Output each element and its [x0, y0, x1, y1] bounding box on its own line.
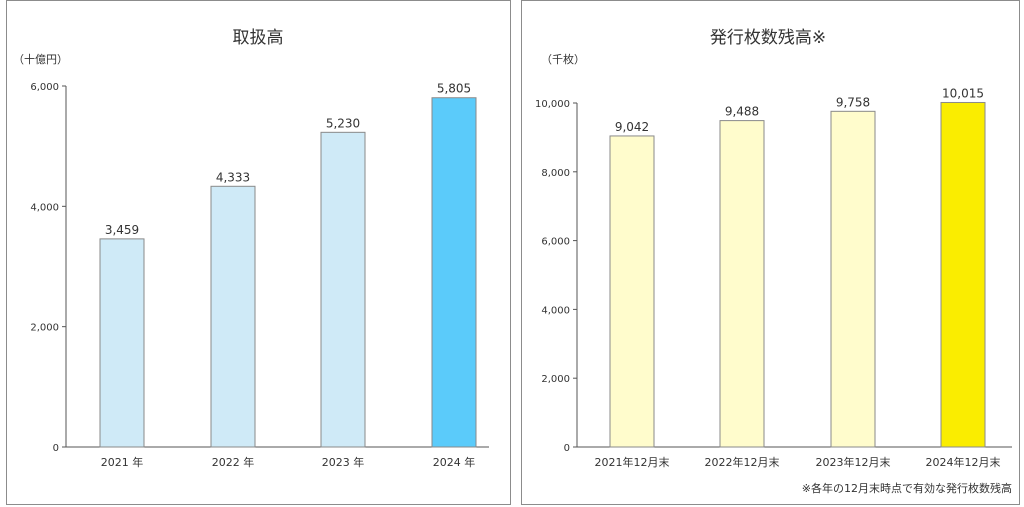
x-tick-label: 2024 年 [433, 455, 476, 469]
bar-value-label: 4,333 [216, 170, 250, 184]
x-tick-label: 2022 年 [212, 455, 255, 469]
y-tick-label: 6,000 [30, 82, 59, 93]
chart-footnote: ※各年の12月末時点で有効な発行枚数残高 [802, 481, 1012, 495]
chart-title: 発行枚数残高※ [710, 28, 826, 48]
chart-cards-issued: 発行枚数残高※ （千枚） 0 2,000 4,000 6,000 8,000 10,000 9,… [535, 28, 1012, 495]
x-tick-label: 2023年12月末 [816, 455, 891, 469]
bar [210, 185, 256, 448]
y-tick-label: 0 [564, 443, 570, 454]
bar-value-label: 9,042 [615, 120, 649, 134]
bar [830, 110, 876, 448]
chart-panel-transaction-volume: 取扱高 （十億円） 0 2,000 4,000 6,000 3,459 2021 年 4,333… [6, 0, 511, 505]
chart-transaction-volume: 取扱高 （十億円） 0 2,000 4,000 6,000 3,459 2021 年 4,333… [13, 28, 489, 469]
y-tick-label: 4,000 [541, 305, 570, 316]
y-tick-label: 2,000 [30, 323, 59, 334]
bar-value-label: 9,758 [836, 95, 870, 109]
bar-value-label: 5,230 [326, 116, 360, 130]
bar [431, 97, 477, 448]
y-tick-label: 0 [53, 443, 59, 454]
x-tick-label: 2024年12月末 [926, 455, 1001, 469]
x-tick-label: 2021 年 [101, 455, 144, 469]
bar [320, 131, 366, 448]
bar [719, 120, 765, 448]
chart-title: 取扱高 [233, 28, 284, 48]
bar-value-label: 9,488 [725, 105, 759, 119]
x-tick-label: 2021年12月末 [595, 455, 670, 469]
bar-value-label: 10,015 [942, 86, 984, 100]
bar [99, 238, 145, 448]
bar [609, 135, 655, 448]
x-tick-label: 2023 年 [322, 455, 365, 469]
bar-value-label: 3,459 [105, 223, 139, 237]
y-axis-unit: （千枚） [541, 52, 585, 66]
y-tick-label: 4,000 [30, 202, 59, 213]
y-tick-label: 10,000 [535, 99, 570, 110]
y-tick-label: 6,000 [541, 237, 570, 248]
y-tick-label: 8,000 [541, 168, 570, 179]
y-tick-label: 2,000 [541, 374, 570, 385]
bar-value-label: 5,805 [437, 82, 471, 96]
bar [940, 101, 986, 448]
chart-panel-cards-issued: 発行枚数残高※ （千枚） 0 2,000 4,000 6,000 8,000 10,000 9,… [521, 0, 1020, 505]
y-axis-unit: （十億円） [13, 52, 68, 66]
x-tick-label: 2022年12月末 [705, 455, 780, 469]
